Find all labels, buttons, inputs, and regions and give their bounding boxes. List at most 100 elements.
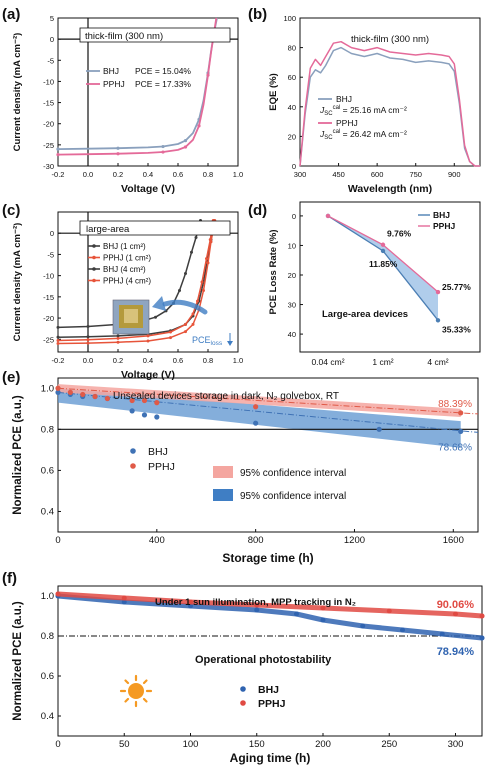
f-series-point-0: [439, 631, 445, 637]
a-xtick-label: 0.0: [83, 170, 93, 179]
e-series-point-1: [104, 395, 111, 402]
panel-e-letter: (e): [2, 369, 20, 386]
a-ytick-label: 0: [50, 35, 54, 44]
e-ytick-label: 1.0: [41, 383, 54, 394]
a-ytick-label: -20: [43, 120, 54, 129]
panel-a-letter: (a): [2, 6, 20, 23]
c-series-point-1: [56, 342, 60, 346]
f-series-point-1: [254, 602, 260, 608]
e-ci-label-bhj: 95% confidence interval: [240, 491, 346, 502]
a-series-point-0: [161, 144, 165, 149]
panel-a-xlabel: Voltage (V): [121, 183, 175, 195]
panel-b-title: thick-film (300 nm): [351, 34, 429, 45]
f-end-label-0: 78.94%: [437, 646, 475, 658]
f-series-point-0: [400, 627, 405, 633]
a-ytick-label: -5: [47, 56, 54, 65]
panel-c-title: large-area: [86, 224, 130, 235]
e-series-point-1: [154, 400, 160, 406]
panel-c-xlabel: Voltage (V): [121, 369, 175, 381]
e-ytick-label: 0.8: [41, 424, 54, 435]
panel-c-letter: (c): [2, 202, 20, 219]
e-series-point-1: [458, 410, 464, 416]
f-ytick-label: 1.0: [41, 591, 54, 602]
c-series-point-1: [146, 339, 150, 343]
f-series-band-1: [55, 591, 485, 619]
f-series-point-0: [479, 635, 485, 641]
c-series-point-2: [86, 325, 90, 329]
c-legend-marker-0: [92, 244, 96, 248]
e-series-point-1: [253, 404, 259, 410]
d-ytick-label: 0: [292, 212, 296, 221]
f-series-point-1: [55, 591, 61, 597]
c-series-point-3: [208, 238, 212, 242]
a-legend-pce-0: PCE = 15.04%: [135, 66, 191, 76]
panel-e-xlabel: Storage time (h): [222, 551, 313, 565]
c-series-point-1: [116, 340, 120, 344]
f-series-point-1: [188, 599, 193, 605]
panel-f-subtitle: Operational photostability: [195, 654, 332, 666]
e-ci-swatch-bhj: [213, 489, 233, 501]
b-series-line-1: [299, 40, 480, 167]
f-series-point-0: [254, 607, 260, 613]
a-series-point-1: [56, 152, 60, 157]
panel-b-ylabel: EQE (%): [268, 73, 279, 110]
a-ytick-label: -15: [43, 99, 54, 108]
d-ytick-label: 30: [288, 301, 296, 310]
d-series-point-0: [380, 248, 386, 254]
e-legend-name-1: PPHJ: [148, 461, 175, 473]
a-legend-name-0: BHJ: [103, 66, 119, 76]
f-legend-name-0: BHJ: [258, 684, 279, 696]
panel-f: 0 50 100 150 200 250 300 0.4 0.6 0.8 1.0 78.94% 90.…: [12, 585, 485, 765]
a-xtick-label: 0.4: [143, 170, 153, 179]
e-legend-marker-1: [130, 463, 136, 469]
c-series-point-2: [178, 288, 181, 292]
e-series-point-0: [458, 428, 464, 434]
c-xtick-label: 0.4: [143, 356, 153, 365]
c-legend-name-0: BHJ (1 cm²): [103, 242, 146, 251]
f-series-point-0: [188, 603, 193, 609]
c-series-line-3: [57, 220, 215, 342]
panel-c-title-box: [79, 220, 231, 236]
e-series-point-1: [55, 385, 61, 391]
a-series-point-1: [116, 152, 120, 156]
a-xtick-label: 0.6: [173, 170, 183, 179]
e-fit-line-0: [57, 391, 479, 433]
panel-f-xlabel: Aging time (h): [230, 751, 311, 765]
f-series-point-0: [294, 611, 299, 617]
e-series-point-0: [55, 389, 61, 395]
e-ci-label-pphj: 95% confidence interval: [240, 468, 346, 479]
c-series-point-3: [191, 312, 195, 316]
c-series-point-0: [116, 334, 120, 338]
a-series-line-1: [57, 17, 218, 156]
c-xtick-label: 0.0: [83, 356, 93, 365]
e-series-point-0: [129, 408, 135, 414]
c-legend-marker-1: [92, 255, 96, 260]
c-series-point-3: [205, 257, 208, 261]
panel-c: -0.2 0.0 0.2 0.4 0.6 0.8 1.0 0 -5 -10 -15 -20 -25 la…: [12, 211, 243, 381]
pce-loss-down-arrowhead: [227, 341, 233, 346]
a-series-point-1: [161, 150, 165, 154]
a-series-point-1: [197, 124, 201, 128]
d-series-point-1: [380, 242, 386, 247]
c-ytick-label: -5: [47, 250, 54, 259]
panel-a-title: thick-film (300 nm): [85, 31, 163, 42]
c-legend-name-1: PPHJ (1 cm²): [103, 254, 151, 263]
a-ytick-label: -25: [43, 141, 54, 150]
d-ytick-label: 40: [288, 330, 296, 339]
b-ytick-label: 40: [288, 103, 296, 112]
c-series-point-3: [196, 299, 199, 303]
f-series-point-1: [453, 611, 458, 617]
f-xtick-label: 0: [55, 739, 60, 750]
b-ytick-label: 100: [283, 14, 296, 23]
a-xtick-label: -0.2: [52, 170, 65, 179]
c-series-point-3: [86, 338, 90, 342]
e-series-point-0: [141, 412, 148, 418]
e-xtick-label: 1600: [443, 535, 464, 546]
c-series-point-3: [200, 280, 204, 284]
d-ytick-label: 10: [288, 241, 296, 250]
a-series-point-0: [183, 139, 188, 143]
device-photo: [112, 299, 150, 335]
d-legend-name-1: PPHJ: [433, 221, 455, 231]
b-xtick-label: 900: [448, 170, 461, 179]
c-series-point-3: [184, 322, 187, 326]
